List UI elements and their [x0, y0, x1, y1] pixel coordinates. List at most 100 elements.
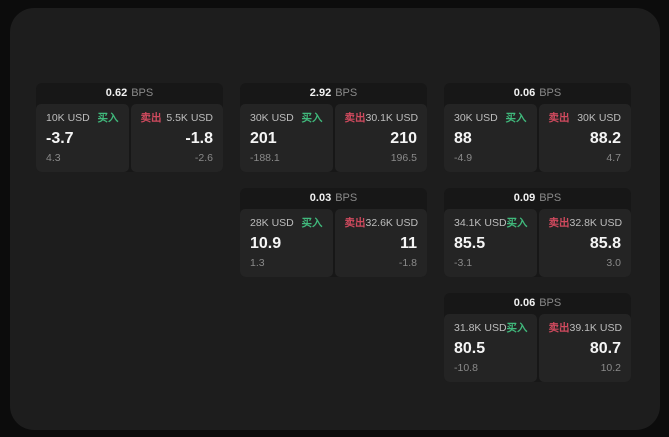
- quote-card-body: 28K USD 买入 10.9 1.3 卖出 32.6K USD 11 -1.8: [240, 209, 427, 277]
- sell-panel[interactable]: 卖出 30.1K USD 210 196.5: [334, 104, 427, 172]
- buy-delta: -188.1: [250, 152, 280, 164]
- sell-delta: 3.0: [606, 257, 621, 269]
- buy-price: 88: [454, 130, 472, 147]
- buy-panel[interactable]: 30K USD 买入 88 -4.9: [444, 104, 537, 172]
- bps-unit-label: BPS: [539, 297, 562, 309]
- buy-panel[interactable]: 10K USD 买入 -3.7 4.3: [36, 104, 129, 172]
- bps-unit-label: BPS: [335, 192, 358, 204]
- bps-header: 0.09 BPS: [444, 188, 631, 209]
- sell-top-row: 卖出 5.5K USD: [141, 112, 214, 125]
- sell-delta: -2.6: [194, 152, 213, 164]
- buy-price: 201: [250, 130, 277, 147]
- bps-unit-label: BPS: [539, 192, 562, 204]
- sell-price: 210: [390, 130, 417, 147]
- buy-price: 85.5: [454, 235, 486, 252]
- buy-top-row: 30K USD 买入: [250, 112, 323, 125]
- buy-side-label: 买入: [301, 217, 323, 229]
- bps-value: 0.09: [513, 192, 536, 204]
- buy-delta: 1.3: [250, 257, 265, 269]
- quote-card: 2.92 BPS 30K USD 买入 201 -188.1 卖出 30.1K …: [240, 83, 427, 172]
- sell-panel[interactable]: 卖出 5.5K USD -1.8 -2.6: [130, 104, 223, 172]
- buy-top-row: 30K USD 买入: [454, 112, 527, 125]
- sell-notional: 30.1K USD: [365, 112, 419, 124]
- buy-notional: 34.1K USD: [454, 217, 507, 229]
- sell-panel[interactable]: 卖出 32.6K USD 11 -1.8: [334, 209, 427, 277]
- buy-top-row: 34.1K USD 买入: [454, 217, 528, 230]
- sell-top-row: 卖出 30K USD: [549, 112, 622, 125]
- bps-header: 2.92 BPS: [240, 83, 427, 104]
- quote-card-body: 31.8K USD 买入 80.5 -10.8 卖出 39.1K USD 80.…: [444, 314, 631, 382]
- bps-value: 0.06: [513, 297, 536, 309]
- buy-price: 10.9: [250, 235, 282, 252]
- sell-top-row: 卖出 32.6K USD: [344, 217, 419, 230]
- sell-price: 11: [400, 235, 417, 252]
- sell-side-label: 卖出: [344, 217, 366, 229]
- buy-notional: 10K USD: [46, 112, 90, 124]
- sell-top-row: 卖出 39.1K USD: [548, 322, 623, 335]
- quote-card-body: 30K USD 买入 88 -4.9 卖出 30K USD 88.2 4.7: [444, 104, 631, 172]
- sell-side-label: 卖出: [548, 322, 570, 334]
- buy-delta: 4.3: [46, 152, 61, 164]
- sell-delta: -1.8: [398, 257, 417, 269]
- bps-unit-label: BPS: [539, 87, 562, 99]
- buy-top-row: 31.8K USD 买入: [454, 322, 528, 335]
- sell-notional: 39.1K USD: [569, 322, 623, 334]
- bps-unit-label: BPS: [335, 87, 358, 99]
- sell-side-label: 卖出: [344, 112, 366, 124]
- buy-delta: -3.1: [454, 257, 473, 269]
- bps-value: 0.06: [513, 87, 536, 99]
- bps-value: 0.62: [105, 87, 128, 99]
- bps-header: 0.03 BPS: [240, 188, 427, 209]
- buy-notional: 31.8K USD: [454, 322, 507, 334]
- quote-card-body: 10K USD 买入 -3.7 4.3 卖出 5.5K USD -1.8 -2.…: [36, 104, 223, 172]
- buy-delta: -4.9: [454, 152, 473, 164]
- sell-side-label: 卖出: [140, 112, 162, 124]
- buy-price: -3.7: [46, 130, 74, 147]
- sell-notional: 5.5K USD: [166, 112, 213, 124]
- buy-panel[interactable]: 28K USD 买入 10.9 1.3: [240, 209, 333, 277]
- quote-card-body: 30K USD 买入 201 -188.1 卖出 30.1K USD 210 1…: [240, 104, 427, 172]
- sell-notional: 32.6K USD: [365, 217, 419, 229]
- sell-price: 80.7: [589, 340, 621, 357]
- sell-notional: 32.8K USD: [569, 217, 623, 229]
- bps-header: 0.06 BPS: [444, 293, 631, 314]
- sell-panel[interactable]: 卖出 30K USD 88.2 4.7: [538, 104, 631, 172]
- bps-unit-label: BPS: [131, 87, 154, 99]
- quote-card-body: 34.1K USD 买入 85.5 -3.1 卖出 32.8K USD 85.8…: [444, 209, 631, 277]
- buy-top-row: 28K USD 买入: [250, 217, 323, 230]
- quote-card: 0.06 BPS 31.8K USD 买入 80.5 -10.8 卖出 39.1…: [444, 293, 631, 382]
- buy-side-label: 买入: [506, 217, 528, 229]
- sell-top-row: 卖出 30.1K USD: [344, 112, 419, 125]
- sell-price: 88.2: [589, 130, 621, 147]
- sell-delta: 4.7: [606, 152, 621, 164]
- buy-side-label: 买入: [506, 322, 528, 334]
- quote-card: 0.62 BPS 10K USD 买入 -3.7 4.3 卖出 5.5K USD…: [36, 83, 223, 172]
- buy-delta: -10.8: [454, 362, 478, 374]
- buy-side-label: 买入: [505, 112, 527, 124]
- quote-grid: 0.62 BPS 10K USD 买入 -3.7 4.3 卖出 5.5K USD…: [36, 83, 631, 382]
- buy-price: 80.5: [454, 340, 486, 357]
- buy-top-row: 10K USD 买入: [46, 112, 119, 125]
- sell-side-label: 卖出: [548, 217, 570, 229]
- buy-panel[interactable]: 34.1K USD 买入 85.5 -3.1: [444, 209, 537, 277]
- sell-delta: 196.5: [390, 152, 417, 164]
- buy-notional: 30K USD: [454, 112, 498, 124]
- sell-panel[interactable]: 卖出 32.8K USD 85.8 3.0: [538, 209, 631, 277]
- quote-card: 0.06 BPS 30K USD 买入 88 -4.9 卖出 30K USD 8…: [444, 83, 631, 172]
- sell-side-label: 卖出: [548, 112, 570, 124]
- bps-value: 0.03: [309, 192, 332, 204]
- quote-card: 0.09 BPS 34.1K USD 买入 85.5 -3.1 卖出 32.8K…: [444, 188, 631, 277]
- sell-price: -1.8: [185, 130, 213, 147]
- buy-panel[interactable]: 30K USD 买入 201 -188.1: [240, 104, 333, 172]
- sell-delta: 10.2: [600, 362, 621, 374]
- sell-price: 85.8: [589, 235, 621, 252]
- bps-header: 0.62 BPS: [36, 83, 223, 104]
- sell-notional: 30K USD: [577, 112, 621, 124]
- buy-side-label: 买入: [97, 112, 119, 124]
- quote-card: 0.03 BPS 28K USD 买入 10.9 1.3 卖出 32.6K US…: [240, 188, 427, 277]
- sell-panel[interactable]: 卖出 39.1K USD 80.7 10.2: [538, 314, 631, 382]
- sell-top-row: 卖出 32.8K USD: [548, 217, 623, 230]
- buy-side-label: 买入: [301, 112, 323, 124]
- buy-panel[interactable]: 31.8K USD 买入 80.5 -10.8: [444, 314, 537, 382]
